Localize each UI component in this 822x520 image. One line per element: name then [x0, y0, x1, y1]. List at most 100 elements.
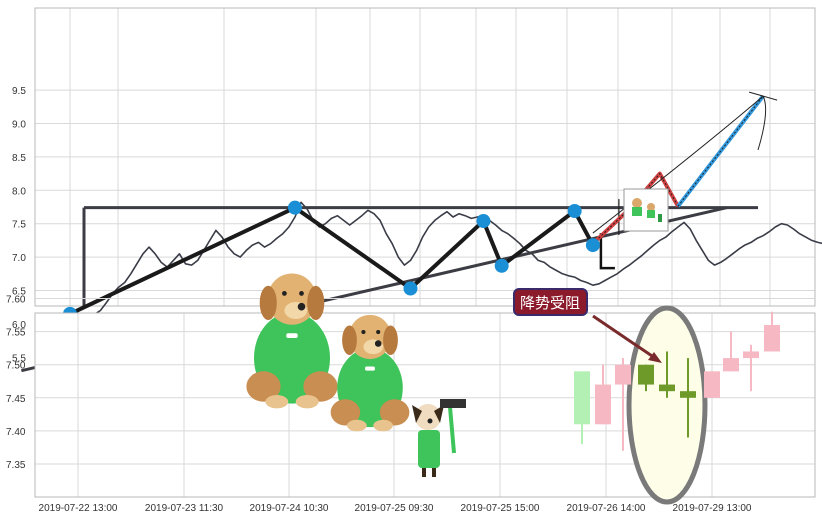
top-panel: 5.5 6.0 6.5 7.0 7.5 8.0 8.5 9.0 9.5 — [12, 7, 822, 373]
dog-leg — [303, 371, 338, 402]
dog-nose — [427, 418, 433, 424]
dog-eye — [361, 329, 366, 335]
x-tick-label: 2019-07-22 13:00 — [39, 503, 118, 514]
highlight-ellipse — [626, 305, 708, 505]
candle-body — [680, 391, 696, 398]
top-y-tick-label: 7.0 — [12, 253, 26, 264]
dog-bone-badge — [365, 366, 375, 371]
top-y-tick-label: 9.0 — [12, 120, 26, 131]
dog-eye — [282, 291, 287, 296]
candle-body — [723, 358, 739, 372]
candle-body — [659, 384, 675, 392]
candlesticks — [574, 311, 780, 451]
top-y-tick-label: 6.0 — [12, 320, 26, 331]
dog-leg — [379, 399, 410, 426]
annotation-arrow — [592, 314, 656, 360]
dog-nose — [297, 302, 306, 311]
hammer-handle — [448, 406, 456, 454]
candle-body — [638, 364, 654, 385]
bottom-y-axis: 7.35 7.40 7.45 7.50 7.55 7.60 — [6, 295, 26, 472]
candle-body — [595, 384, 611, 425]
candle-body — [574, 371, 590, 425]
candle — [574, 371, 590, 445]
mascot-dog-medium — [330, 314, 410, 432]
thumbnail-dog-body — [632, 207, 642, 216]
thumbnail-dog-head — [647, 203, 655, 211]
x-tick-label: 2019-07-26 14:00 — [567, 503, 646, 514]
candle — [595, 364, 611, 425]
x-tick-label: 2019-07-25 15:00 — [461, 503, 540, 514]
dog-ear — [383, 325, 398, 355]
pivot-point — [494, 258, 509, 273]
candle-body — [704, 371, 720, 398]
projection-blue-dash — [677, 95, 764, 207]
annotation-box — [513, 288, 588, 316]
dog-leg — [246, 371, 281, 402]
mascot-dog-large — [246, 273, 338, 409]
candle-body — [743, 351, 759, 359]
dog-ear — [259, 285, 277, 320]
candle — [723, 331, 739, 372]
candle — [659, 351, 675, 398]
hammer-head — [440, 399, 466, 408]
candle — [615, 358, 631, 451]
bottom-y-tick-label: 7.35 — [6, 460, 26, 471]
thumbnail-frame — [623, 188, 669, 232]
top-y-tick-label: 6.5 — [12, 287, 26, 298]
x-tick-label: 2019-07-23 11:30 — [145, 503, 224, 514]
mascot-dog-hammer — [412, 399, 466, 477]
pivot-point — [403, 281, 418, 296]
bottom-y-tick-label: 7.55 — [6, 328, 26, 339]
candle-body — [764, 324, 780, 352]
bottom-y-tick-label: 7.40 — [6, 427, 26, 438]
candle — [704, 371, 720, 398]
dog-eye — [299, 291, 304, 296]
top-y-tick-label: 8.0 — [12, 186, 26, 197]
bottom-panel-frame — [34, 312, 816, 498]
dog-paw — [373, 419, 393, 432]
top-y-tick-label: 7.5 — [12, 220, 26, 231]
top-gridlines — [35, 8, 815, 358]
dog-nose — [374, 340, 382, 347]
candle — [638, 364, 654, 392]
dog-head — [415, 404, 441, 430]
dog-paw — [295, 395, 319, 409]
thumbnail-dog-body — [658, 214, 662, 222]
dog-paw — [347, 419, 367, 432]
candle — [680, 358, 696, 438]
top-y-tick-label: 8.5 — [12, 153, 26, 164]
thumbnail-dog-head — [632, 198, 642, 208]
x-axis: 2019-07-22 13:00 2019-07-23 11:30 2019-07-… — [39, 503, 752, 514]
candle-body — [615, 364, 631, 385]
price-line — [69, 201, 822, 319]
top-y-tick-label: 9.5 — [12, 86, 26, 97]
pivot-point — [567, 204, 582, 219]
bottom-y-tick-label: 7.50 — [6, 361, 26, 372]
x-tick-label: 2019-07-25 09:30 — [355, 503, 434, 514]
bottom-panel: 7.35 7.40 7.45 7.50 7.55 7.60 2019-07-22 13:00… — [6, 288, 816, 514]
annotation-text: 降势受阻 — [520, 294, 580, 312]
dog-ear — [307, 285, 325, 320]
projection-arc — [592, 95, 764, 234]
thumbnail-dog-body — [647, 210, 655, 218]
pivot-point — [287, 200, 302, 215]
top-panel-frame — [34, 7, 816, 307]
pivot-markers — [63, 200, 600, 321]
pivot-point — [585, 238, 600, 253]
top-y-axis: 5.5 6.0 6.5 7.0 7.5 8.0 8.5 9.0 9.5 — [12, 86, 26, 364]
breakout-bracket — [599, 233, 615, 270]
candle — [764, 311, 780, 352]
projection-arc-return — [757, 95, 767, 151]
thumbnail-mascot — [623, 188, 669, 232]
candle — [743, 344, 759, 392]
annotation-label: 降势受阻 — [513, 288, 588, 316]
dog-eye — [376, 329, 381, 335]
annotation-arrowhead — [648, 352, 662, 363]
bottom-y-tick-label: 7.60 — [6, 295, 26, 306]
dog-ear — [434, 405, 444, 423]
pivot-point — [476, 214, 491, 229]
dog-ear — [412, 405, 422, 423]
dog-leg — [330, 399, 361, 426]
dog-paw — [265, 395, 289, 409]
